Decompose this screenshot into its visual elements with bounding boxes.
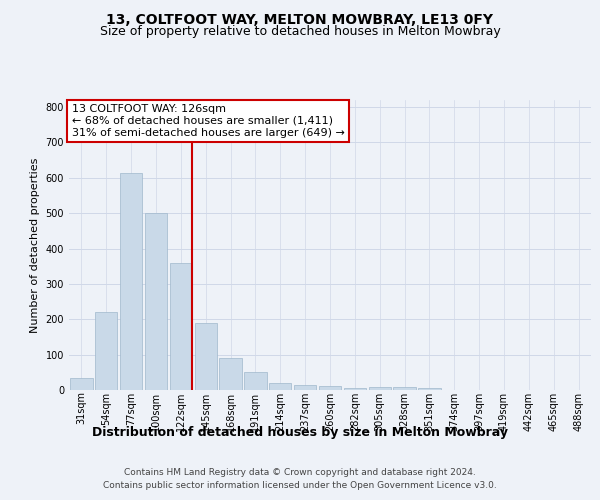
Bar [95, 312, 118, 390]
Bar [220, 358, 242, 390]
Bar [269, 383, 292, 390]
Bar [344, 388, 366, 390]
Text: 13, COLTFOOT WAY, MELTON MOWBRAY, LE13 0FY: 13, COLTFOOT WAY, MELTON MOWBRAY, LE13 0… [107, 12, 493, 26]
Y-axis label: Number of detached properties: Number of detached properties [30, 158, 40, 332]
Text: 13 COLTFOOT WAY: 126sqm
← 68% of detached houses are smaller (1,411)
31% of semi: 13 COLTFOOT WAY: 126sqm ← 68% of detache… [71, 104, 344, 138]
Bar [394, 387, 416, 390]
Bar [120, 172, 142, 390]
Bar [418, 388, 440, 390]
Bar [145, 213, 167, 390]
Bar [319, 386, 341, 390]
Bar [70, 378, 92, 390]
Text: Contains HM Land Registry data © Crown copyright and database right 2024.: Contains HM Land Registry data © Crown c… [124, 468, 476, 477]
Bar [194, 323, 217, 390]
Bar [244, 372, 266, 390]
Bar [294, 384, 316, 390]
Text: Size of property relative to detached houses in Melton Mowbray: Size of property relative to detached ho… [100, 25, 500, 38]
Bar [368, 387, 391, 390]
Text: Contains public sector information licensed under the Open Government Licence v3: Contains public sector information licen… [103, 480, 497, 490]
Bar [170, 262, 192, 390]
Text: Distribution of detached houses by size in Melton Mowbray: Distribution of detached houses by size … [92, 426, 508, 439]
